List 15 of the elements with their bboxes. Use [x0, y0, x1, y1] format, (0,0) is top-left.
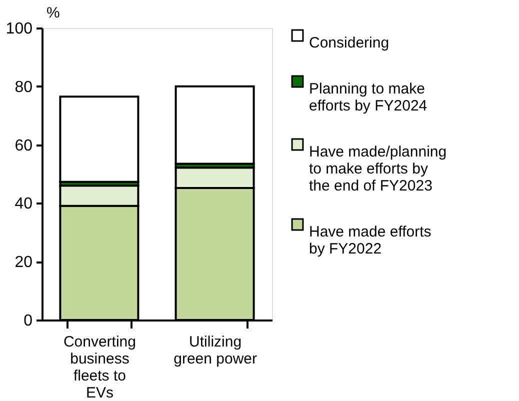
y-tick-label: 20 — [14, 254, 33, 272]
x-tick-label: Utilizing green power — [174, 334, 257, 368]
y-tick-label: 60 — [14, 137, 33, 154]
y-tick-label: 40 — [14, 196, 33, 213]
legend-label: Have made/planning to make efforts by the end of FY2023 — [309, 144, 447, 194]
x-tick-label: Converting business fleets to EVs — [63, 334, 136, 401]
y-axis-title: % — [46, 4, 60, 22]
y-tick-label: 0 — [24, 312, 33, 330]
legend-label: Planning to make efforts by FY2024 — [309, 80, 428, 114]
legend-label: Have made efforts by FY2022 — [309, 224, 432, 258]
legend-label: Considering — [309, 34, 390, 52]
y-tick-label: 100 — [6, 20, 33, 38]
y-tick-label: 80 — [14, 78, 33, 96]
bar — [174, 85, 255, 165]
bar — [59, 96, 140, 183]
